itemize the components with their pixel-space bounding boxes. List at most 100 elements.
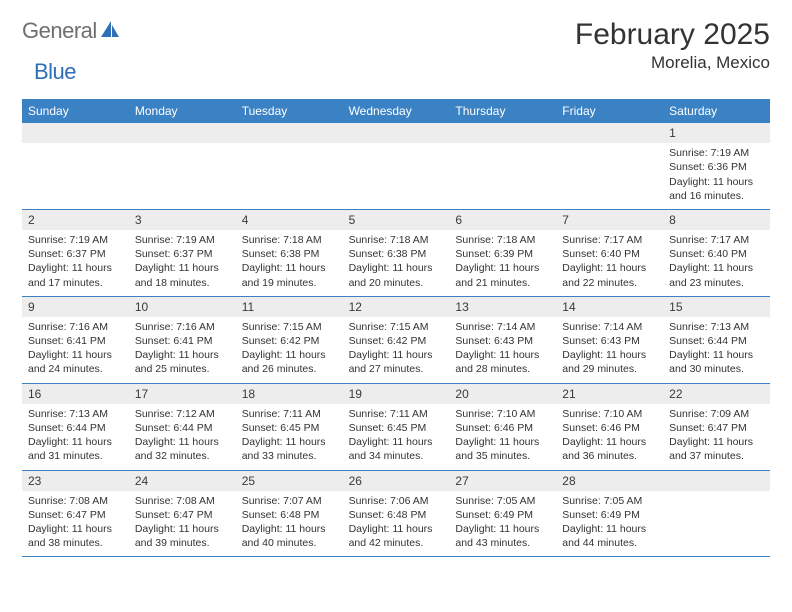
day-number: 6 (455, 213, 462, 227)
daylight-text: Daylight: 11 hours and 24 minutes. (28, 348, 123, 376)
day-cell (236, 123, 343, 209)
day-number-row: 16 (22, 384, 129, 404)
daylight-text: Daylight: 11 hours and 29 minutes. (562, 348, 657, 376)
day-info: Sunrise: 7:16 AMSunset: 6:41 PMDaylight:… (135, 320, 230, 377)
daylight-text: Daylight: 11 hours and 33 minutes. (242, 435, 337, 463)
day-number-row: 21 (556, 384, 663, 404)
weeks-container: 1Sunrise: 7:19 AMSunset: 6:36 PMDaylight… (22, 123, 770, 557)
sunset-text: Sunset: 6:48 PM (242, 508, 337, 522)
day-number: 19 (349, 387, 362, 401)
sunset-text: Sunset: 6:46 PM (562, 421, 657, 435)
day-cell: 21Sunrise: 7:10 AMSunset: 6:46 PMDayligh… (556, 384, 663, 470)
day-number: 4 (242, 213, 249, 227)
day-number-row: 9 (22, 297, 129, 317)
sunset-text: Sunset: 6:44 PM (28, 421, 123, 435)
weekday-header-row: SundayMondayTuesdayWednesdayThursdayFrid… (22, 99, 770, 123)
day-cell (556, 123, 663, 209)
sunrise-text: Sunrise: 7:06 AM (349, 494, 444, 508)
sunrise-text: Sunrise: 7:16 AM (135, 320, 230, 334)
day-number-row: 20 (449, 384, 556, 404)
sunrise-text: Sunrise: 7:13 AM (28, 407, 123, 421)
day-cell: 20Sunrise: 7:10 AMSunset: 6:46 PMDayligh… (449, 384, 556, 470)
sunrise-text: Sunrise: 7:19 AM (669, 146, 764, 160)
sunset-text: Sunset: 6:42 PM (349, 334, 444, 348)
day-number: 15 (669, 300, 682, 314)
brand-logo: General (22, 18, 123, 44)
day-number-row (663, 471, 770, 491)
day-info: Sunrise: 7:05 AMSunset: 6:49 PMDaylight:… (562, 494, 657, 551)
day-number: 21 (562, 387, 575, 401)
day-cell: 4 Sunrise: 7:18 AMSunset: 6:38 PMDaylight… (236, 210, 343, 296)
weekday-header-cell: Wednesday (343, 99, 450, 123)
sunrise-text: Sunrise: 7:10 AM (455, 407, 550, 421)
sunrise-text: Sunrise: 7:15 AM (242, 320, 337, 334)
day-number: 24 (135, 474, 148, 488)
day-cell: 16 Sunrise: 7:13 AMSunset: 6:44 PMDayligh… (22, 384, 129, 470)
sunrise-text: Sunrise: 7:05 AM (455, 494, 550, 508)
sunrise-text: Sunrise: 7:05 AM (562, 494, 657, 508)
sunset-text: Sunset: 6:36 PM (669, 160, 764, 174)
sunset-text: Sunset: 6:47 PM (135, 508, 230, 522)
day-number: 12 (349, 300, 362, 314)
location-label: Morelia, Mexico (575, 53, 770, 73)
day-info: Sunrise: 7:18 AMSunset: 6:39 PMDaylight:… (455, 233, 550, 290)
sunset-text: Sunset: 6:41 PM (28, 334, 123, 348)
day-number: 11 (242, 300, 254, 314)
daylight-text: Daylight: 11 hours and 25 minutes. (135, 348, 230, 376)
day-number-row: 26 (343, 471, 450, 491)
day-number: 2 (28, 213, 35, 227)
day-info: Sunrise: 7:18 AMSunset: 6:38 PMDaylight:… (242, 233, 337, 290)
sunset-text: Sunset: 6:38 PM (349, 247, 444, 261)
daylight-text: Daylight: 11 hours and 34 minutes. (349, 435, 444, 463)
day-number-row: 19 (343, 384, 450, 404)
day-cell (449, 123, 556, 209)
sunrise-text: Sunrise: 7:11 AM (242, 407, 337, 421)
sunrise-text: Sunrise: 7:07 AM (242, 494, 337, 508)
day-cell: 7Sunrise: 7:17 AMSunset: 6:40 PMDaylight… (556, 210, 663, 296)
day-cell (22, 123, 129, 209)
week-row: 23Sunrise: 7:08 AMSunset: 6:47 PMDayligh… (22, 471, 770, 558)
day-cell: 27Sunrise: 7:05 AMSunset: 6:49 PMDayligh… (449, 471, 556, 557)
day-number-row: 4 (236, 210, 343, 230)
day-cell: 2 Sunrise: 7:19 AMSunset: 6:37 PMDaylight… (22, 210, 129, 296)
sunrise-text: Sunrise: 7:16 AM (28, 320, 123, 334)
weekday-header-cell: Tuesday (236, 99, 343, 123)
sunrise-text: Sunrise: 7:12 AM (135, 407, 230, 421)
day-number-row: 11 (236, 297, 343, 317)
sunset-text: Sunset: 6:41 PM (135, 334, 230, 348)
sunset-text: Sunset: 6:40 PM (669, 247, 764, 261)
day-cell: 28 Sunrise: 7:05 AMSunset: 6:49 PMDayligh… (556, 471, 663, 557)
day-cell: 13Sunrise: 7:14 AMSunset: 6:43 PMDayligh… (449, 297, 556, 383)
day-number-row (129, 123, 236, 143)
day-number-row: 8 (663, 210, 770, 230)
day-cell: 15Sunrise: 7:13 AMSunset: 6:44 PMDayligh… (663, 297, 770, 383)
weekday-header-cell: Friday (556, 99, 663, 123)
day-cell: 11Sunrise: 7:15 AMSunset: 6:42 PMDayligh… (236, 297, 343, 383)
day-number: 27 (455, 474, 468, 488)
day-cell: 3Sunrise: 7:19 AMSunset: 6:37 PMDaylight… (129, 210, 236, 296)
sunset-text: Sunset: 6:40 PM (562, 247, 657, 261)
day-info: Sunrise: 7:19 AMSunset: 6:37 PMDaylight:… (28, 233, 123, 290)
day-number-row (343, 123, 450, 143)
day-info: Sunrise: 7:17 AMSunset: 6:40 PMDaylight:… (669, 233, 764, 290)
sunset-text: Sunset: 6:49 PM (562, 508, 657, 522)
daylight-text: Daylight: 11 hours and 42 minutes. (349, 522, 444, 550)
day-number-row: 24 (129, 471, 236, 491)
sunrise-text: Sunrise: 7:09 AM (669, 407, 764, 421)
day-info: Sunrise: 7:13 AMSunset: 6:44 PMDaylight:… (28, 407, 123, 464)
day-number: 5 (349, 213, 356, 227)
day-cell: 1Sunrise: 7:19 AMSunset: 6:36 PMDaylight… (663, 123, 770, 209)
brand-part2: Blue (34, 59, 76, 84)
brand-part1: General (22, 18, 97, 44)
day-info: Sunrise: 7:12 AMSunset: 6:44 PMDaylight:… (135, 407, 230, 464)
sunset-text: Sunset: 6:44 PM (135, 421, 230, 435)
day-number: 18 (242, 387, 255, 401)
sunrise-text: Sunrise: 7:13 AM (669, 320, 764, 334)
day-number-row: 25 (236, 471, 343, 491)
day-number-row: 22 (663, 384, 770, 404)
day-info: Sunrise: 7:15 AMSunset: 6:42 PMDaylight:… (349, 320, 444, 377)
day-number-row: 28 (556, 471, 663, 491)
day-info: Sunrise: 7:14 AMSunset: 6:43 PMDaylight:… (455, 320, 550, 377)
daylight-text: Daylight: 11 hours and 39 minutes. (135, 522, 230, 550)
sunset-text: Sunset: 6:45 PM (349, 421, 444, 435)
